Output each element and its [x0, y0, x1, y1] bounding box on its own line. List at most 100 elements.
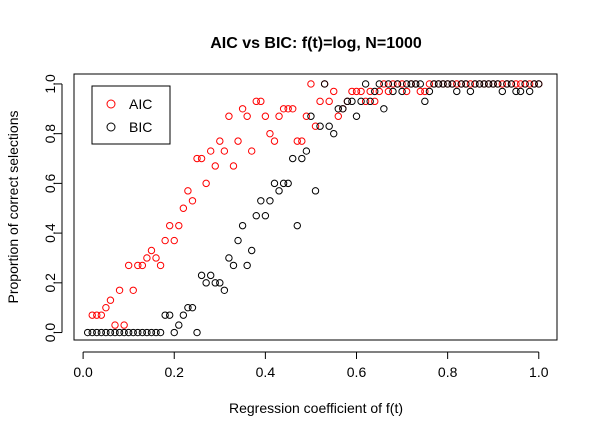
- bic-point: [462, 80, 470, 88]
- data-points: [83, 80, 543, 337]
- aic-point: [261, 112, 270, 120]
- aic-point: [380, 80, 388, 88]
- bic-point: [421, 97, 429, 106]
- bic-point: [97, 328, 106, 337]
- aic-point: [106, 296, 115, 304]
- aic-point: [357, 87, 365, 96]
- aic-point: [311, 122, 320, 130]
- y-tick-label: 0.6: [42, 173, 58, 193]
- bic-point: [348, 97, 356, 106]
- bic-point: [279, 179, 288, 188]
- aic-point: [143, 254, 151, 262]
- aic-point: [238, 105, 247, 113]
- aic-point: [193, 154, 201, 163]
- aic-point: [134, 261, 142, 270]
- aic-point: [375, 87, 383, 96]
- bic-point: [484, 80, 493, 88]
- aic-point: [330, 87, 338, 96]
- aic-point: [243, 112, 251, 120]
- aic-point: [348, 87, 356, 96]
- bic-point: [307, 112, 315, 120]
- aic-point: [229, 162, 238, 170]
- y-tick-label: 0.8: [42, 124, 58, 144]
- bic-point: [252, 212, 260, 220]
- x-axis: 0.0 0.2 0.4 0.6 0.8 1.0: [73, 351, 549, 380]
- bic-point: [179, 311, 188, 319]
- aic-point: [525, 80, 534, 88]
- bic-point: [275, 187, 283, 195]
- aic-point: [165, 221, 174, 230]
- bic-point: [480, 80, 488, 88]
- bic-point: [266, 197, 274, 205]
- bic-point: [416, 80, 425, 88]
- x-tick-label: 0.4: [256, 364, 276, 380]
- bic-point: [320, 80, 329, 88]
- aic-point: [152, 254, 160, 262]
- bic-point: [165, 311, 174, 319]
- y-axis: 0.0 0.2 0.4 0.6 0.8 1.0: [42, 74, 63, 343]
- aic-point: [325, 97, 333, 106]
- bic-point: [503, 80, 511, 88]
- bic-point: [115, 328, 124, 337]
- aic-point: [252, 97, 260, 106]
- bic-point: [334, 105, 342, 113]
- aic-point: [175, 221, 183, 230]
- legend-label-aic: AIC: [129, 96, 152, 112]
- aic-point: [88, 311, 96, 319]
- aic-point: [298, 137, 306, 145]
- y-tick-label: 0.0: [42, 323, 58, 343]
- bic-point: [284, 179, 292, 188]
- aic-point: [279, 105, 288, 113]
- bic-point: [316, 122, 324, 130]
- bic-point: [143, 328, 151, 337]
- aic-point: [425, 80, 434, 88]
- bic-point: [425, 87, 434, 96]
- aic-point: [361, 97, 370, 106]
- legend-label-bic: BIC: [129, 119, 152, 135]
- aic-point: [257, 97, 265, 106]
- bic-point: [289, 154, 297, 163]
- bic-point: [111, 328, 119, 337]
- aic-point: [402, 87, 411, 96]
- bic-point: [225, 254, 233, 262]
- aic-point: [384, 87, 393, 96]
- aic-point: [138, 261, 147, 270]
- aic-point: [334, 112, 342, 120]
- aic-point: [498, 80, 507, 88]
- aic-point: [115, 286, 124, 294]
- aic-point: [389, 80, 397, 88]
- bic-point: [216, 279, 224, 287]
- bic-point: [475, 80, 484, 88]
- aic-point: [307, 80, 315, 88]
- bic-point: [311, 187, 320, 195]
- bic-point: [257, 197, 265, 205]
- bic-point: [434, 80, 443, 88]
- x-tick-label: 1.0: [529, 364, 549, 380]
- bic-point: [457, 80, 466, 88]
- aic-point: [516, 80, 525, 88]
- aic-point: [398, 80, 406, 88]
- bic-point: [471, 80, 479, 88]
- bic-point: [339, 105, 347, 113]
- bic-point: [129, 328, 137, 337]
- bic-point: [134, 328, 142, 337]
- bic-point: [330, 129, 338, 138]
- bic-point: [516, 87, 525, 96]
- bic-point: [398, 87, 406, 96]
- legend-box: [91, 85, 171, 145]
- bic-point: [243, 261, 251, 270]
- aic-point: [156, 261, 165, 270]
- bic-point: [384, 80, 393, 88]
- aic-point: [97, 311, 106, 319]
- bic-point: [393, 80, 402, 88]
- aic-point: [366, 87, 374, 96]
- bic-point: [325, 122, 333, 130]
- bic-point: [494, 80, 502, 88]
- aic-point: [197, 154, 206, 163]
- bic-point: [343, 97, 352, 106]
- aic-point: [124, 261, 133, 270]
- aic-point: [275, 112, 283, 120]
- bic-point: [248, 246, 256, 255]
- aic-point: [266, 129, 274, 138]
- legend: AIC BIC: [91, 85, 171, 145]
